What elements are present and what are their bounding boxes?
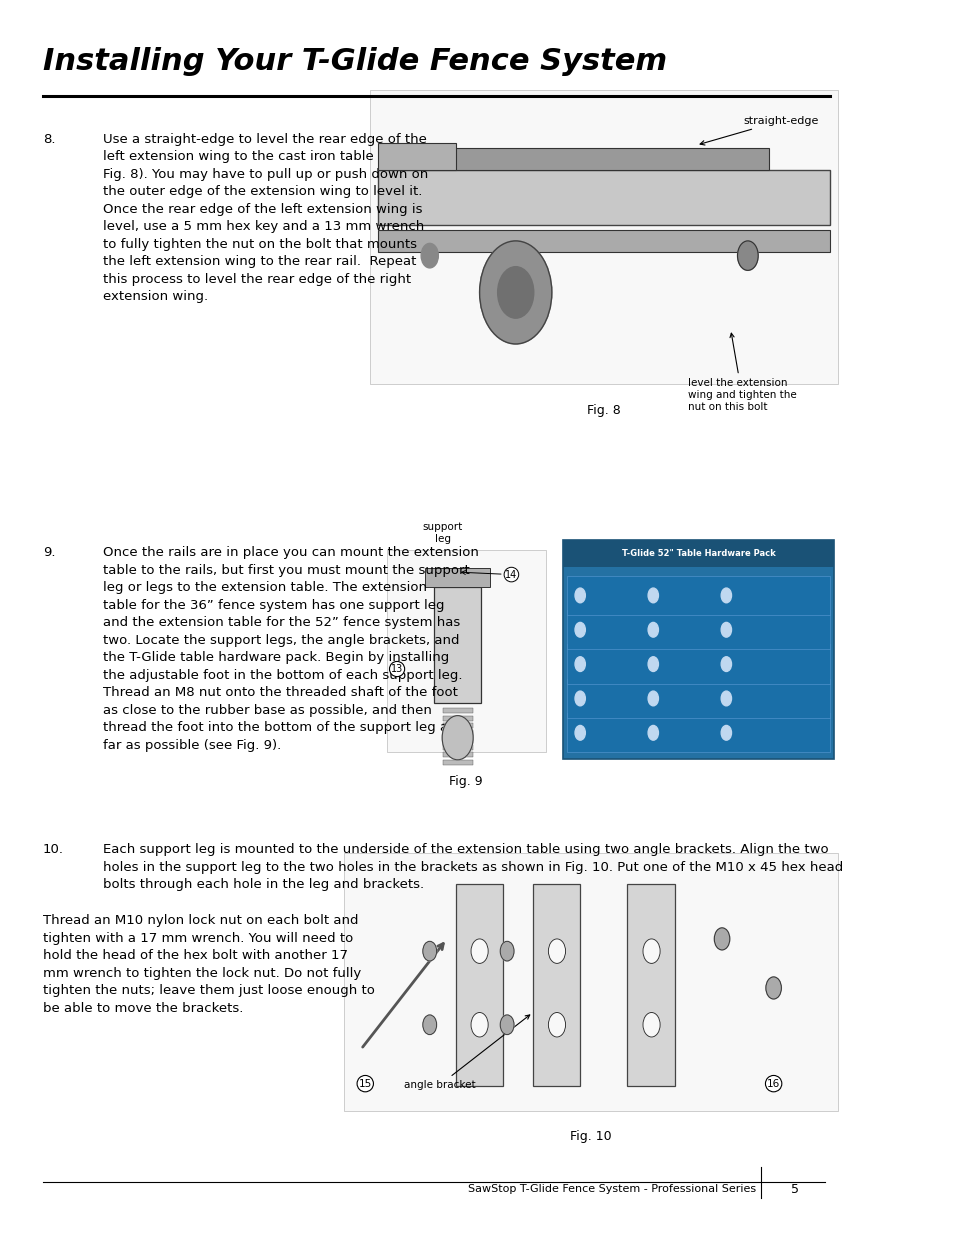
Circle shape — [765, 977, 781, 999]
Circle shape — [720, 692, 731, 706]
Text: Each support leg is mounted to the underside of the extension table using two an: Each support leg is mounted to the under… — [103, 844, 842, 892]
Circle shape — [548, 939, 565, 963]
Text: 16: 16 — [766, 1078, 780, 1088]
Text: level the extension
wing and tighten the
nut on this bolt: level the extension wing and tighten the… — [687, 333, 796, 411]
FancyBboxPatch shape — [627, 884, 674, 1086]
Circle shape — [422, 1015, 436, 1035]
Text: 8.: 8. — [43, 133, 55, 146]
Circle shape — [647, 588, 658, 603]
Text: Thread an M10 nylon lock nut on each bolt and
tighten with a 17 mm wrench. You w: Thread an M10 nylon lock nut on each bol… — [43, 914, 375, 1015]
Text: support
leg: support leg — [422, 522, 462, 543]
Text: 13: 13 — [391, 664, 403, 674]
FancyBboxPatch shape — [442, 709, 473, 713]
Circle shape — [548, 1013, 565, 1037]
Text: Once the rails are in place you can mount the extension
table to the rails, but : Once the rails are in place you can moun… — [103, 546, 478, 752]
FancyBboxPatch shape — [442, 722, 473, 727]
Text: Use a straight-edge to level the rear edge of the
left extension wing to the cas: Use a straight-edge to level the rear ed… — [103, 133, 433, 304]
FancyBboxPatch shape — [567, 645, 829, 684]
Circle shape — [575, 725, 585, 740]
Text: 5: 5 — [790, 1183, 799, 1195]
FancyBboxPatch shape — [386, 550, 545, 752]
Circle shape — [575, 622, 585, 637]
Text: angle bracket: angle bracket — [403, 1015, 529, 1091]
Circle shape — [642, 1013, 659, 1037]
Text: T-Glide 52" Table Hardware Pack: T-Glide 52" Table Hardware Pack — [621, 550, 775, 558]
Text: 14: 14 — [461, 569, 517, 579]
FancyBboxPatch shape — [562, 540, 833, 567]
Circle shape — [575, 657, 585, 672]
Circle shape — [720, 657, 731, 672]
Circle shape — [479, 241, 551, 345]
Circle shape — [647, 622, 658, 637]
Circle shape — [497, 267, 534, 319]
FancyBboxPatch shape — [442, 752, 473, 757]
Text: Fig. 10: Fig. 10 — [570, 1130, 611, 1144]
FancyBboxPatch shape — [425, 568, 490, 587]
FancyBboxPatch shape — [377, 169, 829, 225]
FancyBboxPatch shape — [442, 715, 473, 720]
Text: 9.: 9. — [43, 546, 55, 559]
Circle shape — [575, 692, 585, 706]
Circle shape — [575, 588, 585, 603]
Text: straight-edge: straight-edge — [700, 116, 818, 144]
Text: Fig. 8: Fig. 8 — [586, 404, 620, 417]
FancyBboxPatch shape — [567, 610, 829, 650]
Text: Installing Your T-Glide Fence System: Installing Your T-Glide Fence System — [43, 47, 666, 77]
Circle shape — [642, 939, 659, 963]
Text: SawStop T-Glide Fence System - Professional Series: SawStop T-Glide Fence System - Professio… — [468, 1184, 756, 1194]
Circle shape — [499, 941, 514, 961]
FancyBboxPatch shape — [420, 148, 768, 169]
Circle shape — [737, 241, 758, 270]
FancyBboxPatch shape — [562, 540, 833, 758]
Circle shape — [471, 1013, 488, 1037]
Circle shape — [647, 725, 658, 740]
FancyBboxPatch shape — [567, 713, 829, 752]
FancyBboxPatch shape — [442, 737, 473, 742]
Circle shape — [420, 243, 437, 268]
Circle shape — [647, 692, 658, 706]
Circle shape — [714, 927, 729, 950]
FancyBboxPatch shape — [533, 884, 579, 1086]
Text: 15: 15 — [358, 1078, 372, 1088]
Circle shape — [499, 1015, 514, 1035]
FancyBboxPatch shape — [567, 576, 829, 615]
FancyBboxPatch shape — [369, 90, 838, 384]
FancyBboxPatch shape — [434, 587, 481, 704]
FancyBboxPatch shape — [377, 230, 829, 252]
Circle shape — [471, 939, 488, 963]
FancyBboxPatch shape — [455, 884, 502, 1086]
Circle shape — [720, 725, 731, 740]
Text: 10.: 10. — [43, 844, 64, 856]
FancyBboxPatch shape — [442, 730, 473, 735]
Circle shape — [647, 657, 658, 672]
Circle shape — [720, 588, 731, 603]
FancyBboxPatch shape — [442, 745, 473, 750]
Circle shape — [422, 941, 436, 961]
FancyBboxPatch shape — [442, 760, 473, 764]
Circle shape — [720, 622, 731, 637]
FancyBboxPatch shape — [343, 853, 838, 1110]
FancyBboxPatch shape — [567, 679, 829, 718]
FancyBboxPatch shape — [377, 143, 455, 169]
Text: Fig. 9: Fig. 9 — [449, 774, 482, 788]
Circle shape — [442, 715, 473, 760]
